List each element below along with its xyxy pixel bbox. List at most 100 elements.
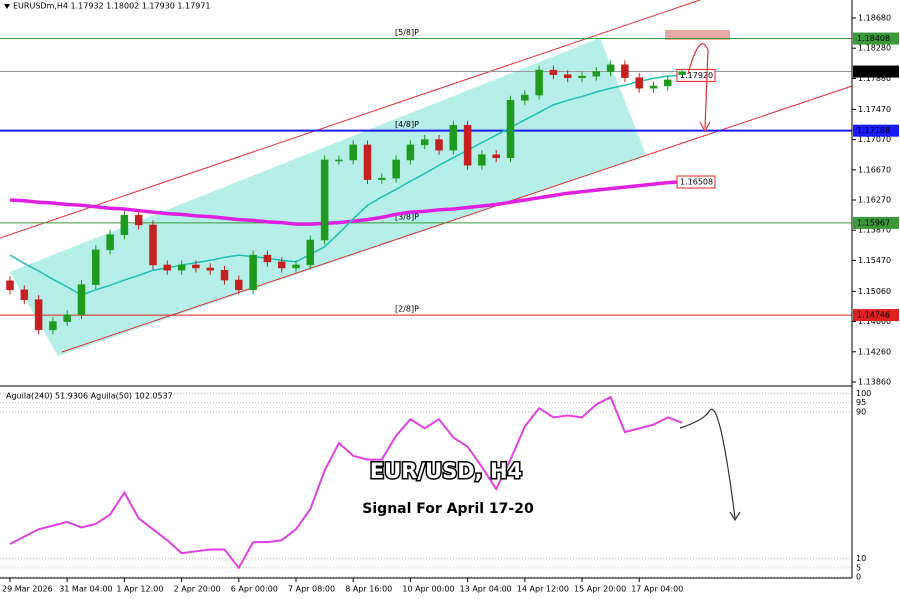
candle-body — [263, 254, 272, 263]
candle-body — [292, 264, 300, 269]
y-tick-label: 1.13860 — [858, 377, 891, 386]
candle-body — [63, 314, 71, 322]
x-tick-label: 15 Apr 20:00 — [574, 585, 626, 594]
level-price-box — [853, 124, 899, 137]
candle-body — [363, 144, 372, 180]
y-tick-label: 1.14260 — [858, 347, 891, 356]
candle-body — [77, 284, 86, 316]
x-tick-label: 14 Apr 12:00 — [517, 585, 569, 594]
level-price: 1.17971 — [857, 67, 890, 76]
y-tick-label: 100 — [856, 389, 871, 398]
x-tick-label: 10 Apr 00:00 — [402, 585, 454, 594]
candle-body — [535, 69, 543, 96]
level-name: [2/8]P — [395, 305, 419, 314]
y-tick-label: 1.16670 — [858, 165, 891, 174]
y-tick-label: 1.17470 — [858, 105, 891, 114]
x-tick-label: 17 Apr 04:00 — [631, 585, 683, 594]
level-price: 1.14746 — [857, 311, 890, 320]
chart-title: EURUSDm,H4 1.17932 1.18002 1.17930 1.179… — [13, 2, 211, 11]
candle-body — [120, 214, 129, 235]
candle-body — [649, 85, 658, 89]
candle-body — [177, 264, 186, 271]
level-name: [3/8]P — [395, 212, 419, 221]
level-name: [4/8]P — [395, 120, 419, 129]
y-tick-label: 1.15470 — [858, 256, 891, 265]
y-tick-label: 0 — [856, 573, 861, 582]
candle-body — [420, 139, 429, 146]
level-price-box — [853, 65, 899, 78]
candle-body — [335, 159, 343, 162]
y-tick-label: 1.15060 — [858, 287, 891, 296]
y-tick-label: 1.18280 — [858, 44, 891, 53]
candle-body — [206, 267, 214, 271]
candle-body — [349, 144, 357, 161]
candle-body — [578, 75, 586, 78]
x-tick-label: 6 Apr 00:00 — [231, 585, 278, 594]
y-tick-label: 1.16270 — [858, 195, 891, 204]
forecast-arrow — [687, 43, 709, 129]
ma-label: 1.16508 — [680, 178, 713, 187]
ma-label: 1.17920 — [680, 71, 713, 80]
level-price-box — [853, 216, 899, 229]
candle-body — [392, 159, 400, 179]
x-tick-label: 7 Apr 08:00 — [288, 585, 335, 594]
candle-body — [406, 144, 415, 161]
level-price: 1.15967 — [857, 218, 890, 227]
y-tick-label: 1.18680 — [858, 14, 891, 23]
x-tick-label: 8 Apr 16:00 — [345, 585, 392, 594]
candle-body — [492, 154, 500, 158]
level-price: 1.17188 — [857, 126, 890, 135]
menu-icon — [4, 4, 10, 9]
candle-body — [621, 64, 629, 78]
main-panel: EURUSDm,H4 1.17932 1.18002 1.17930 1.179… — [0, 2, 899, 386]
candle-body — [320, 159, 329, 241]
candle-body — [435, 139, 443, 151]
candle-body — [521, 94, 529, 101]
level-price: 1.18408 — [857, 34, 890, 43]
x-tick-label: 31 Mar 04:00 — [59, 585, 112, 594]
candle-body — [220, 269, 229, 281]
candle-body — [664, 79, 672, 87]
candle-body — [92, 249, 100, 285]
candle-body — [506, 100, 515, 158]
moving-average — [9, 74, 683, 296]
candle-body — [6, 280, 14, 291]
x-tick-label: 29 Mar 2026 — [2, 585, 53, 594]
target-zone — [665, 30, 730, 40]
candle-body — [192, 264, 200, 269]
y-tick-label: 5 — [856, 563, 861, 572]
ma-label-box — [676, 175, 716, 189]
ma-label-box — [676, 68, 716, 82]
candle-body — [592, 71, 601, 77]
candle-body — [49, 321, 57, 331]
channel-upper — [0, 0, 701, 239]
moving-average — [9, 180, 683, 226]
y-tick-label: 1.17880 — [858, 74, 891, 83]
candle-body — [20, 289, 29, 300]
candle-body — [277, 261, 286, 269]
candle-body — [563, 74, 572, 78]
candle-body — [678, 71, 686, 75]
arrow-head — [729, 511, 741, 522]
candle-body — [606, 64, 615, 72]
annotation-subtitle: Signal For April 17-20 — [362, 501, 534, 517]
candle-body — [478, 154, 486, 166]
candle-body — [106, 234, 114, 251]
annotations — [0, 0, 853, 579]
level-price-box — [853, 309, 899, 322]
y-tick-label: 90 — [856, 407, 866, 416]
candle-body — [149, 224, 157, 266]
candle-body — [134, 214, 143, 226]
y-tick-label: 1.17070 — [858, 135, 891, 144]
x-tick-label: 1 Apr 12:00 — [116, 585, 163, 594]
candle-body — [249, 254, 257, 291]
candle-body — [449, 124, 458, 151]
candle-body — [34, 299, 43, 331]
y-tick-label: 1.14660 — [858, 317, 891, 326]
indicator-line — [9, 395, 683, 570]
annotation-title: EUR/USD, H4 — [370, 459, 522, 483]
candle-body — [306, 239, 315, 266]
candle-body — [163, 264, 172, 271]
